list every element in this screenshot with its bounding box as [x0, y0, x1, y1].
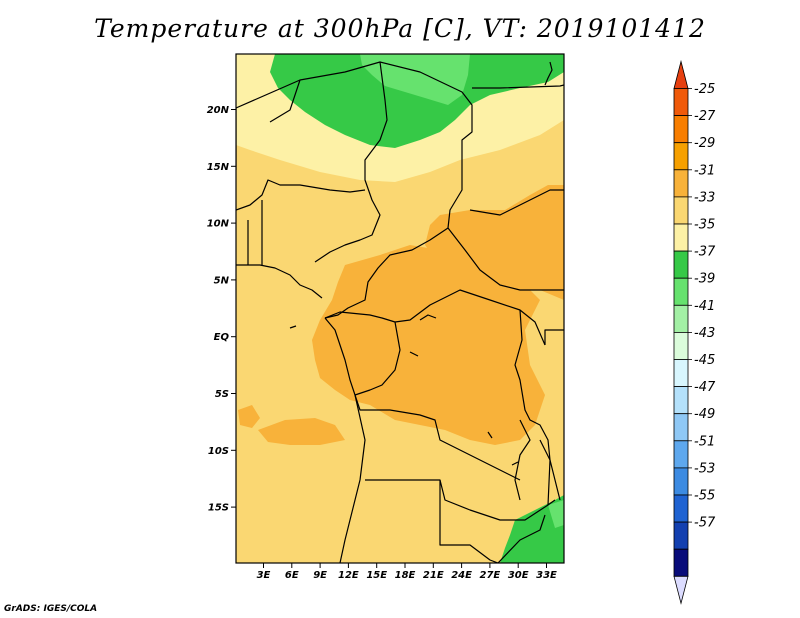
lon-tick-label: 12E: [338, 570, 359, 581]
colorbar-segment: [673, 440, 689, 469]
colorbar-segment: [673, 169, 689, 198]
colorbar-label: -55: [694, 489, 715, 504]
longitude-axis: 3E 6E 9E 12E 15E 18E 21E 24E 27E 30E 33E: [257, 563, 557, 581]
lon-tick-label: 33E: [536, 570, 557, 581]
colorbar-label: -39: [694, 272, 715, 287]
colorbar-segment: [673, 386, 689, 415]
region-orange-central: [312, 245, 545, 445]
lon-tick-label: 27E: [480, 570, 501, 581]
colorbar-segment: [673, 494, 689, 523]
colorbar-bottom-arrow: [673, 575, 689, 605]
colorbar-segment: [673, 277, 689, 306]
lon-tick-label: 15E: [366, 570, 387, 581]
colorbar-segment: [673, 521, 689, 550]
region-green-north: [270, 54, 564, 148]
colorbar-segment: [673, 467, 689, 496]
colorbar-label: -51: [694, 434, 715, 449]
region-lightgreen-southeast: [548, 500, 564, 528]
region-orange-southwest-patch: [238, 405, 260, 428]
region-lightgreen-north: [360, 54, 470, 105]
colorbar-segment: [673, 88, 689, 117]
region-green-southeast: [500, 495, 564, 563]
colorbar-segment: [673, 331, 689, 360]
colorbar-segment: [673, 304, 689, 333]
latitude-axis: 20N 15N 10N 5N EQ 5S 10S 15S: [207, 105, 236, 514]
lat-tick-label: 10S: [208, 446, 229, 457]
colorbar-label: -45: [694, 353, 715, 368]
colorbar-label: -33: [694, 190, 715, 205]
colorbar-label: -47: [694, 380, 716, 395]
temperature-field: [236, 54, 564, 563]
colorbar-segment: [673, 548, 689, 577]
colorbar-label: -29: [694, 136, 715, 151]
lat-tick-label: 20N: [207, 105, 230, 116]
colorbar-segment: [673, 115, 689, 144]
colorbar-label: -41: [694, 299, 715, 314]
colorbar-segment: [673, 142, 689, 171]
colorbar-label: -57: [694, 516, 716, 531]
colorbar-segment: [673, 250, 689, 279]
colorbar-label: -35: [694, 218, 715, 233]
lat-tick-label: 5S: [215, 389, 229, 400]
colorbar-label: -37: [694, 245, 716, 260]
lon-tick-label: 24E: [451, 570, 472, 581]
map-frame: [235, 53, 565, 564]
colorbar-label: -53: [694, 461, 715, 476]
lat-tick-label: 10N: [207, 219, 230, 230]
colorbar-segment: [673, 223, 689, 252]
chart-title: Temperature at 300hPa [C], VT: 201910141…: [94, 14, 706, 43]
colorbar-top-arrow: [673, 59, 689, 89]
country-borders: [236, 61, 564, 563]
lon-tick-label: 18E: [395, 570, 416, 581]
lon-tick-label: 9E: [313, 570, 327, 581]
colorbar-label: -31: [694, 163, 715, 178]
colorbar-label: -27: [694, 109, 716, 124]
lon-tick-label: 3E: [257, 570, 271, 581]
credit-text: GrADS: IGES/COLA: [4, 604, 98, 614]
region-orange-west-patch: [258, 418, 345, 445]
colorbar-segment: [673, 196, 689, 225]
lon-tick-label: 30E: [508, 570, 529, 581]
lon-tick-label: 6E: [285, 570, 299, 581]
colorbar-label: -49: [694, 407, 715, 422]
colorbar: -25 -27 -29 -31 -33 -35 -37 -39 -41 -43 -45 -47 -49 -…: [673, 59, 716, 605]
colorbar-segment: [673, 413, 689, 442]
colorbar-label: -43: [694, 326, 715, 341]
lat-tick-label: 15S: [208, 503, 229, 514]
colorbar-label: -25: [694, 82, 715, 97]
lat-tick-label: 15N: [207, 162, 230, 173]
lat-tick-label: EQ: [214, 332, 230, 343]
lon-tick-label: 21E: [423, 570, 444, 581]
lat-tick-label: 5N: [214, 275, 230, 286]
colorbar-segment: [673, 359, 689, 388]
